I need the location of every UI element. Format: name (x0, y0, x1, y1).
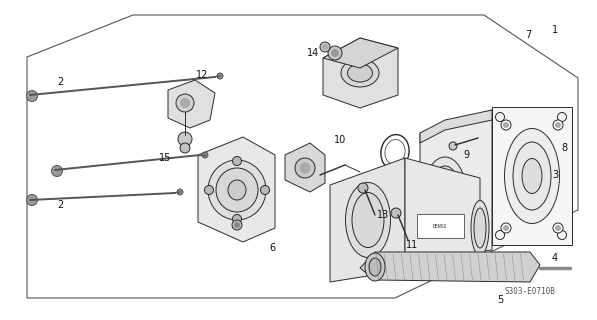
Polygon shape (198, 137, 275, 242)
Polygon shape (285, 143, 325, 192)
Circle shape (501, 120, 511, 130)
Circle shape (232, 214, 242, 223)
Circle shape (232, 156, 242, 165)
Text: 7: 7 (525, 30, 531, 40)
Ellipse shape (471, 201, 489, 255)
Circle shape (205, 186, 214, 195)
Text: 4: 4 (552, 253, 558, 263)
Circle shape (553, 120, 563, 130)
Text: 5: 5 (497, 295, 503, 305)
Ellipse shape (513, 142, 551, 210)
Text: 6: 6 (269, 243, 275, 253)
Circle shape (555, 226, 561, 230)
FancyBboxPatch shape (417, 214, 464, 238)
Circle shape (328, 46, 342, 60)
Polygon shape (420, 110, 492, 143)
Ellipse shape (365, 253, 385, 281)
Circle shape (449, 142, 457, 150)
Polygon shape (360, 252, 540, 282)
Text: 15: 15 (159, 153, 171, 163)
Ellipse shape (504, 129, 559, 223)
Ellipse shape (216, 168, 258, 212)
Circle shape (180, 143, 190, 153)
Ellipse shape (347, 64, 373, 82)
Circle shape (331, 50, 338, 57)
Text: 13: 13 (377, 210, 389, 220)
Text: 2: 2 (57, 77, 63, 87)
Text: 8: 8 (561, 143, 567, 153)
Ellipse shape (424, 157, 466, 227)
Text: 3: 3 (552, 170, 558, 180)
Ellipse shape (430, 166, 460, 218)
Circle shape (503, 123, 509, 127)
Circle shape (496, 230, 504, 239)
Text: 11: 11 (406, 240, 418, 250)
Circle shape (555, 123, 561, 127)
Circle shape (202, 152, 208, 158)
Circle shape (26, 91, 38, 101)
Circle shape (553, 223, 563, 233)
Text: 1: 1 (552, 25, 558, 35)
Circle shape (501, 223, 511, 233)
Text: S303-E0710B: S303-E0710B (504, 287, 555, 297)
Text: 2: 2 (57, 200, 63, 210)
Circle shape (217, 73, 223, 79)
Polygon shape (323, 38, 398, 108)
Circle shape (320, 42, 330, 52)
Circle shape (295, 158, 315, 178)
Ellipse shape (437, 178, 453, 206)
Circle shape (180, 99, 189, 108)
Circle shape (232, 220, 242, 230)
Text: 10: 10 (334, 135, 346, 145)
Circle shape (51, 165, 63, 177)
Ellipse shape (341, 59, 379, 87)
Text: 12: 12 (196, 70, 208, 80)
Polygon shape (323, 38, 398, 68)
Circle shape (300, 163, 310, 173)
Circle shape (358, 183, 368, 193)
Circle shape (558, 113, 567, 122)
Polygon shape (405, 158, 480, 278)
Polygon shape (168, 80, 215, 128)
Polygon shape (420, 110, 492, 260)
Ellipse shape (228, 180, 246, 200)
Circle shape (176, 94, 194, 112)
Polygon shape (330, 158, 405, 282)
Ellipse shape (522, 158, 542, 194)
Circle shape (177, 189, 183, 195)
Ellipse shape (352, 193, 384, 247)
Circle shape (260, 186, 269, 195)
Ellipse shape (208, 160, 266, 220)
Circle shape (178, 132, 192, 146)
Circle shape (391, 208, 401, 218)
Ellipse shape (369, 258, 381, 276)
Circle shape (496, 113, 504, 122)
Text: 9: 9 (463, 150, 469, 160)
Circle shape (558, 230, 567, 239)
Ellipse shape (474, 208, 486, 248)
Text: DENSO: DENSO (433, 223, 447, 228)
Circle shape (26, 195, 38, 205)
Polygon shape (492, 107, 572, 245)
Text: 14: 14 (307, 48, 319, 58)
Ellipse shape (346, 182, 390, 258)
Circle shape (235, 222, 239, 228)
Circle shape (322, 44, 328, 50)
Circle shape (503, 226, 509, 230)
